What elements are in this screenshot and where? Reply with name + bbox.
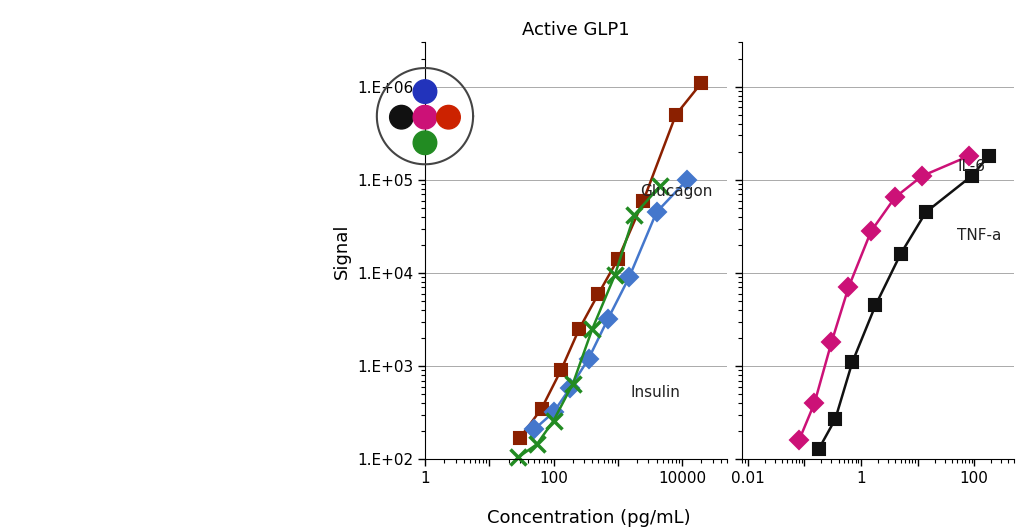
Circle shape (436, 106, 460, 129)
Text: Concentration (pg/mL): Concentration (pg/mL) (487, 508, 690, 527)
Circle shape (413, 106, 436, 129)
Text: Insulin: Insulin (631, 385, 681, 400)
Y-axis label: Signal: Signal (334, 223, 351, 279)
Text: Glucagon: Glucagon (640, 184, 713, 199)
Title: Active GLP1: Active GLP1 (522, 21, 630, 39)
Circle shape (413, 131, 436, 155)
Text: IL-6: IL-6 (957, 159, 985, 174)
Circle shape (413, 80, 436, 103)
Circle shape (389, 106, 414, 129)
Text: TNF-a: TNF-a (957, 229, 1001, 243)
